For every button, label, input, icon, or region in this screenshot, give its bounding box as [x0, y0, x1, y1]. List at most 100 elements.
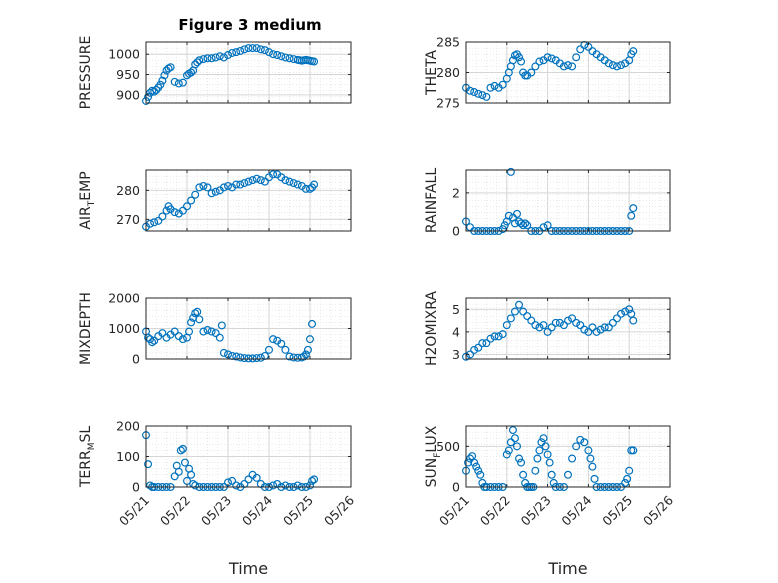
data-point — [219, 348, 228, 357]
data-point — [232, 481, 241, 490]
y-axis-label: TERRMSL — [78, 426, 97, 489]
series-markers — [142, 307, 317, 363]
data-point — [576, 435, 585, 444]
data-point — [572, 442, 581, 451]
data-point — [547, 470, 556, 479]
data-point — [146, 481, 155, 490]
data-point — [478, 91, 487, 100]
data-point — [629, 316, 638, 325]
data-point — [498, 330, 507, 339]
data-point — [580, 325, 589, 334]
data-point — [195, 315, 204, 324]
data-point — [244, 44, 253, 53]
data-point — [596, 325, 605, 334]
data-point — [224, 51, 233, 60]
data-point — [232, 48, 241, 57]
axes-box — [145, 41, 352, 104]
data-point — [215, 52, 224, 61]
data-point — [588, 462, 597, 471]
data-point — [535, 323, 544, 332]
data-point — [180, 458, 189, 467]
data-point — [478, 339, 487, 348]
y-tick-label: 0 — [132, 480, 140, 495]
data-point — [527, 68, 536, 77]
y-tick-label: 950 — [116, 67, 140, 82]
data-point — [228, 476, 237, 485]
data-point — [306, 335, 315, 344]
data-point — [539, 321, 548, 330]
data-point — [248, 354, 257, 363]
data-point — [232, 352, 241, 361]
data-point — [623, 474, 632, 483]
data-point — [260, 46, 269, 55]
data-point — [285, 177, 294, 186]
data-point — [195, 183, 204, 192]
data-point — [191, 309, 200, 318]
series-markers — [462, 300, 638, 361]
data-point — [494, 332, 503, 341]
data-point — [506, 438, 515, 447]
data-point — [510, 434, 519, 443]
data-point — [158, 329, 167, 338]
data-point — [521, 219, 530, 228]
data-point — [531, 466, 540, 475]
data-point — [203, 326, 212, 335]
data-point — [306, 184, 315, 193]
y-tick-label: 900 — [116, 87, 140, 102]
data-point — [224, 181, 233, 190]
data-point — [191, 190, 200, 199]
y-tick-label: 4 — [452, 324, 460, 339]
data-point — [178, 206, 187, 215]
data-point — [604, 59, 613, 68]
data-point — [486, 83, 495, 92]
data-point — [568, 454, 577, 463]
data-point — [537, 438, 546, 447]
data-point — [466, 86, 475, 95]
data-point — [519, 470, 528, 479]
data-point — [215, 333, 224, 342]
data-point — [199, 181, 208, 190]
data-point — [531, 321, 540, 330]
data-point — [470, 458, 479, 467]
data-point — [543, 327, 552, 336]
data-point — [219, 53, 228, 62]
y-tick-label: 0 — [132, 352, 140, 367]
data-point — [207, 327, 216, 336]
data-point — [207, 189, 216, 198]
y-tick-label: 100 — [116, 449, 140, 464]
data-point — [150, 218, 159, 227]
data-point — [158, 212, 167, 221]
data-point — [517, 458, 526, 467]
data-point — [293, 180, 302, 189]
data-point — [306, 481, 315, 490]
data-point — [185, 327, 194, 336]
data-point — [166, 63, 175, 72]
y-tick-label: 0 — [452, 480, 460, 495]
data-point — [559, 62, 568, 71]
data-point — [174, 79, 183, 88]
data-point — [211, 187, 220, 196]
data-point — [472, 462, 481, 471]
data-point — [629, 446, 638, 455]
data-point — [310, 180, 319, 189]
data-point — [178, 78, 187, 87]
data-point — [580, 438, 589, 447]
data-point — [600, 323, 609, 332]
data-point — [519, 221, 528, 230]
y-tick-label: 1000 — [108, 47, 140, 62]
data-point — [543, 450, 552, 459]
y-axis-label: H2OMIXRA — [424, 291, 440, 366]
data-point — [144, 333, 153, 342]
data-point — [248, 44, 257, 53]
data-point — [592, 327, 601, 336]
data-point — [482, 339, 491, 348]
y-axis-label: PRESSURE — [78, 36, 94, 110]
data-point — [156, 80, 165, 89]
data-point — [170, 208, 179, 217]
data-point — [563, 470, 572, 479]
data-point — [502, 450, 511, 459]
data-point — [512, 442, 521, 451]
data-point — [281, 481, 290, 490]
data-point — [269, 50, 278, 59]
